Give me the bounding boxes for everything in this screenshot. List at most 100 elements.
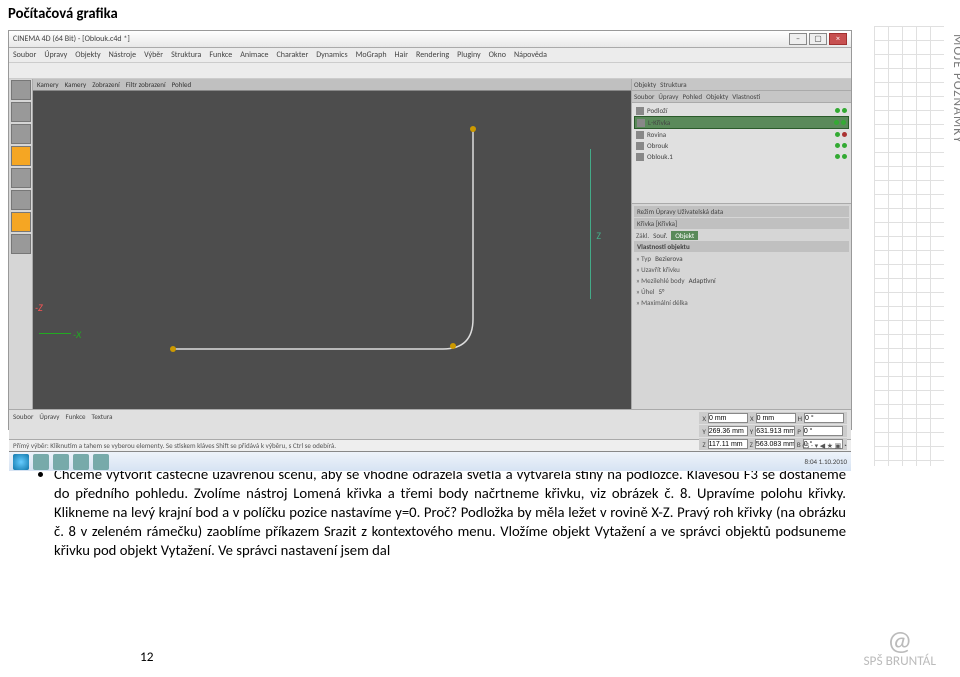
tree-label: Podloží xyxy=(647,106,667,115)
tool-icon xyxy=(11,146,31,166)
tree-row: Obrouk xyxy=(634,140,849,151)
menu-item: Dynamics xyxy=(316,50,347,60)
tree-label: L-Křivka xyxy=(648,118,670,127)
menu-item: Nápověda xyxy=(514,50,547,60)
props-section: Vlastnosti objektu xyxy=(634,241,849,252)
gizmo-x xyxy=(39,333,71,334)
menu-item: Funkce xyxy=(209,50,232,60)
coord-input xyxy=(803,426,843,436)
gizmo-z-label: -Z xyxy=(35,301,43,314)
panel-tab: Objekty xyxy=(634,80,656,89)
coord-input xyxy=(804,413,844,423)
tool-icon xyxy=(11,80,31,100)
prop-row: » Úhel5° xyxy=(634,286,849,297)
mat-menu: Úpravy xyxy=(39,412,59,437)
tool-icon xyxy=(11,212,31,232)
obj-icon xyxy=(637,119,645,127)
tool-icon xyxy=(11,234,31,254)
prop-tab: Souř. xyxy=(653,231,667,240)
coord-input xyxy=(756,413,796,423)
menu-bar: Soubor Úpravy Objekty Nástroje Výběr Str… xyxy=(9,48,851,63)
menu-item: MoGraph xyxy=(356,50,387,60)
toolbar xyxy=(9,63,851,79)
prop-tab: Zákl. xyxy=(636,231,649,240)
mat-menu: Textura xyxy=(92,412,113,437)
tree-label: Rovina xyxy=(647,130,666,139)
coord-input xyxy=(755,426,795,436)
menu-item: Výběr xyxy=(144,50,163,60)
coord-row: X X H xyxy=(699,412,847,424)
mat-menu: Funkce xyxy=(65,412,85,437)
tree-row: Rovina xyxy=(634,129,849,140)
menu-item: Úpravy xyxy=(44,50,67,60)
tree-row: Podloží xyxy=(634,105,849,116)
page-number: 12 xyxy=(140,648,154,665)
tool-icon xyxy=(11,124,31,144)
menu-item: Objekty xyxy=(75,50,100,60)
task-icon xyxy=(93,454,109,470)
tool-icon xyxy=(11,168,31,188)
menu-item: Pluginy xyxy=(457,50,480,60)
tree-row-selected: L-Křivka xyxy=(634,116,849,129)
menu-item: Nástroje xyxy=(109,50,137,60)
z-label: Z xyxy=(596,229,601,242)
vp-menu-item: Kamery xyxy=(65,80,87,89)
start-icon xyxy=(13,454,29,470)
close-icon: × xyxy=(829,33,847,45)
vp-menu-item: Filtr zobrazení xyxy=(126,80,166,89)
mat-menu: Soubor xyxy=(13,412,33,437)
viewport: Kamery Kamery Zobrazení Filtr zobrazení … xyxy=(33,79,631,409)
tool-icon xyxy=(11,190,31,210)
menu-item: Rendering xyxy=(416,50,449,60)
object-tree: Podloží L-Křivka Rovina Obrouk Oblouk.1 xyxy=(632,103,851,203)
tool-icon xyxy=(11,102,31,122)
minimize-icon: – xyxy=(789,33,807,45)
axis-z xyxy=(590,149,591,299)
panel-sub: Úpravy xyxy=(658,92,678,101)
vp-menu-item: Zobrazení xyxy=(92,80,120,89)
status-right: CS - ▾ ◀ ★ ▣ ◔ xyxy=(802,441,847,450)
props-title: Křivka [Křivka] xyxy=(634,218,849,229)
page-title: Počítačová grafika xyxy=(0,0,960,26)
props-header: Režim Úpravy Uživatelská data xyxy=(634,206,849,217)
coord-row: Y Y P xyxy=(699,425,847,437)
menu-item: Charakter xyxy=(277,50,309,60)
tree-label: Obrouk xyxy=(647,141,668,150)
maximize-icon: ▢ xyxy=(809,33,827,45)
prop-row: » Maximální délka xyxy=(634,297,849,308)
menu-item: Soubor xyxy=(13,50,36,60)
body-paragraph: Chceme vytvořit částečně uzavřenou scénu… xyxy=(54,465,846,560)
coord-input xyxy=(708,413,748,423)
prop-row: » TypBezierova xyxy=(634,253,849,264)
notes-grid xyxy=(874,26,944,466)
prop-row: » Uzavřít křivku xyxy=(634,264,849,275)
obj-icon xyxy=(636,131,644,139)
menu-item: Animace xyxy=(240,50,268,60)
coord-input xyxy=(755,439,795,449)
footer-logo: @ SPŠ BRUNTÁL xyxy=(863,630,936,669)
panel-sub: Pohled xyxy=(682,92,702,101)
curve-path xyxy=(153,109,553,369)
window-title: CINEMA 4D (64 Bit) - [Oblouk.c4d *] xyxy=(13,34,789,44)
vp-menu-item: Pohled xyxy=(172,80,192,89)
prop-row: » Mezilehlé bodyAdaptivní xyxy=(634,275,849,286)
notes-label: MOJE POZNÁMKY xyxy=(950,34,960,144)
panel-tab: Struktura xyxy=(660,80,687,89)
panel-sub: Vlastnosti xyxy=(732,92,760,101)
panel-sub: Soubor xyxy=(634,92,654,101)
tree-row: Oblouk.1 xyxy=(634,151,849,162)
footer-text: SPŠ BRUNTÁL xyxy=(863,652,936,669)
material-panel: Soubor Úpravy Funkce Textura X X H Y Y P xyxy=(9,409,851,439)
status-text: Přímý výběr: Kliknutím a tahem se vybero… xyxy=(13,441,336,450)
taskbar: 8:04 1.10.2010 xyxy=(9,451,851,471)
task-icon xyxy=(73,454,89,470)
menu-item: Hair xyxy=(395,50,408,60)
coord-input xyxy=(708,439,748,449)
menu-item: Okno xyxy=(489,50,506,60)
clock: 8:04 1.10.2010 xyxy=(805,458,847,466)
tree-label: Oblouk.1 xyxy=(647,152,673,161)
obj-icon xyxy=(636,142,644,150)
gizmo-x-label: -X xyxy=(73,328,81,341)
obj-icon xyxy=(636,107,644,115)
task-icon xyxy=(53,454,69,470)
